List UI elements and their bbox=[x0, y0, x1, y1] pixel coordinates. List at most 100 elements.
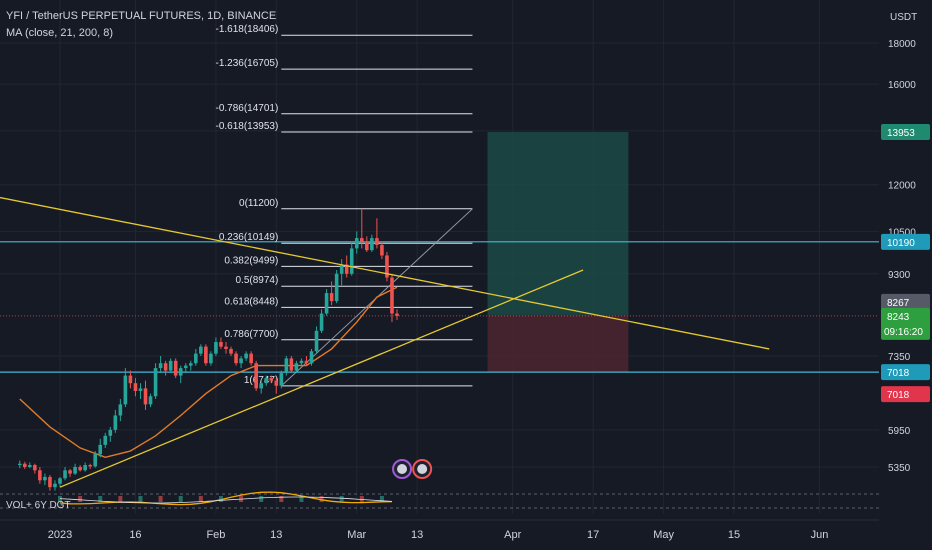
price-tag bbox=[881, 364, 930, 381]
candle-body bbox=[33, 465, 37, 471]
ma-indicator-label: MA (close, 21, 200, 8) bbox=[6, 27, 113, 39]
candle-body bbox=[68, 470, 72, 474]
candle-body bbox=[183, 365, 188, 369]
chart-header: YFI / TetherUS PERPETUAL FUTURES, 1D, BI… bbox=[6, 8, 276, 42]
fib-level-label: 0(11200) bbox=[239, 198, 278, 209]
candle-body bbox=[289, 358, 294, 371]
x-tick-label: Apr bbox=[504, 529, 521, 541]
y-tick-label: 18000 bbox=[888, 39, 916, 50]
price-tag bbox=[881, 124, 930, 141]
candle-body bbox=[153, 368, 158, 397]
candle-body bbox=[63, 470, 67, 479]
candle-body bbox=[219, 342, 223, 347]
candle-body bbox=[163, 363, 168, 371]
candle-body bbox=[339, 264, 344, 274]
fib-level-label: 1(6747) bbox=[244, 375, 278, 386]
candle-body bbox=[204, 346, 208, 364]
candle-body bbox=[274, 380, 279, 386]
vol-bar bbox=[359, 496, 364, 502]
candle-body bbox=[88, 465, 92, 467]
x-tick-label: Feb bbox=[206, 529, 225, 541]
trendline bbox=[59, 269, 584, 488]
candle-body bbox=[390, 277, 394, 314]
x-tick-label: Jun bbox=[811, 529, 829, 541]
x-tick-label: May bbox=[653, 529, 674, 541]
candle-body bbox=[354, 238, 359, 249]
candle-body bbox=[199, 346, 203, 354]
vol-bar bbox=[178, 496, 183, 502]
x-tick-label: 2023 bbox=[48, 529, 72, 541]
candle-body bbox=[194, 353, 198, 364]
candle-body bbox=[395, 313, 399, 316]
candle-body bbox=[93, 454, 98, 467]
candle-body bbox=[58, 478, 62, 484]
ma-line bbox=[19, 286, 398, 459]
candle-body bbox=[319, 313, 324, 331]
trendline bbox=[0, 196, 770, 350]
candle-body bbox=[138, 388, 143, 391]
price-tag bbox=[881, 307, 930, 340]
candle-body bbox=[249, 353, 253, 364]
candle-body bbox=[28, 465, 32, 467]
candle-body bbox=[43, 476, 47, 481]
candle-body bbox=[148, 396, 153, 405]
candle-body bbox=[375, 238, 379, 245]
candle-body bbox=[53, 483, 57, 488]
x-tick-label: 15 bbox=[728, 529, 740, 541]
price-tag-value: 10190 bbox=[887, 238, 915, 249]
candle-body bbox=[229, 348, 233, 354]
price-tag bbox=[881, 233, 930, 250]
candle-body bbox=[224, 346, 228, 349]
candle-body bbox=[98, 444, 103, 455]
fib-level-label: -1.236(16705) bbox=[215, 58, 278, 69]
vol-signal-line bbox=[59, 496, 393, 504]
candle-body bbox=[284, 358, 289, 374]
fib-level-label: 0.382(9499) bbox=[224, 255, 278, 266]
fib-level-label: 0.618(8448) bbox=[224, 296, 278, 307]
y-tick-label: 5950 bbox=[888, 426, 911, 437]
price-tag-value: 13953 bbox=[887, 128, 915, 139]
candle-body bbox=[314, 330, 319, 352]
y-tick-label: 16000 bbox=[888, 80, 916, 91]
vol-bar bbox=[379, 496, 384, 502]
candle-body bbox=[113, 415, 118, 430]
price-tag-value: 8267 bbox=[887, 298, 910, 309]
price-tag-countdown: 09:16:20 bbox=[884, 327, 923, 338]
candle-body bbox=[299, 360, 304, 364]
y-tick-label: 7350 bbox=[888, 352, 911, 363]
vol-bar bbox=[299, 496, 304, 502]
candle-body bbox=[259, 383, 263, 389]
event-flag-icon bbox=[417, 464, 428, 474]
candle-body bbox=[304, 360, 309, 364]
candle-body bbox=[329, 293, 334, 302]
candle-body bbox=[73, 467, 77, 474]
x-tick-label: 13 bbox=[411, 529, 423, 541]
candle-body bbox=[279, 373, 284, 386]
x-tick-label: Mar bbox=[347, 529, 366, 541]
candle-body bbox=[108, 429, 113, 436]
candle-body bbox=[264, 378, 269, 384]
candle-body bbox=[128, 375, 133, 384]
vol-bar bbox=[98, 496, 103, 502]
price-tag-value: 8243 bbox=[887, 312, 910, 323]
y-axis-label: USDT bbox=[890, 12, 917, 23]
candle-body bbox=[78, 467, 82, 471]
candle-body bbox=[370, 238, 374, 251]
candle-body bbox=[123, 375, 128, 405]
candle-body bbox=[324, 293, 329, 314]
candle-body bbox=[118, 404, 123, 416]
candle-body bbox=[17, 463, 22, 466]
vol-bar bbox=[339, 496, 344, 502]
y-tick-label: 12000 bbox=[888, 181, 916, 192]
y-tick-label: 10500 bbox=[888, 227, 916, 238]
fib-level-label: 0.236(10149) bbox=[219, 232, 279, 243]
candle-body bbox=[244, 353, 248, 359]
price-tag bbox=[881, 293, 930, 310]
candle-body bbox=[294, 363, 299, 371]
candle-body bbox=[380, 244, 384, 256]
target-zone bbox=[487, 132, 629, 315]
price-tag bbox=[881, 386, 930, 403]
candle-body bbox=[360, 238, 364, 242]
